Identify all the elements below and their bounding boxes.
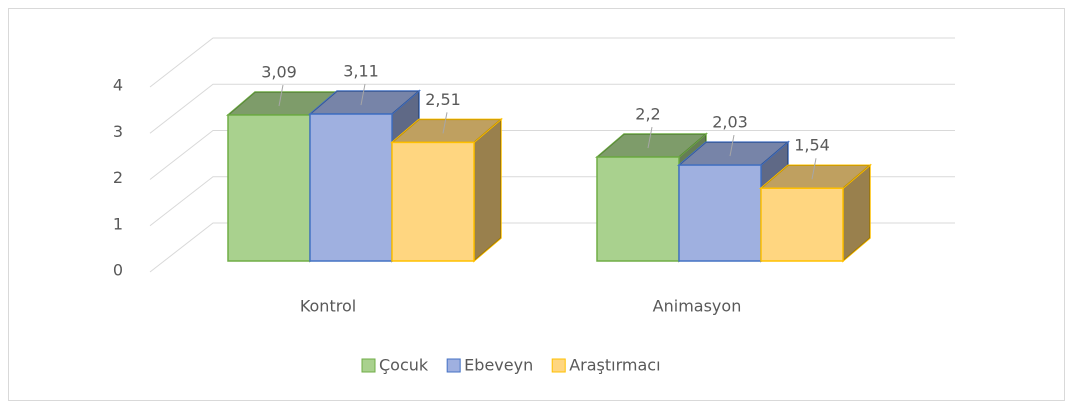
value-label: 2,2	[635, 105, 660, 124]
chart-border	[8, 8, 1065, 401]
y-tick-label: 3	[113, 122, 123, 141]
bar-front	[391, 141, 475, 262]
bar-top-shade	[679, 142, 788, 166]
leader-line	[729, 134, 735, 157]
bar	[389, 117, 504, 263]
legend-label: Araştırmacı	[569, 356, 660, 375]
value-label: 1,54	[794, 136, 830, 155]
grid-line	[149, 37, 955, 88]
bar-top-shade	[228, 91, 337, 115]
bar-top-shade	[310, 91, 419, 115]
bar-side-shade	[474, 119, 501, 261]
y-tick-label: 0	[113, 261, 123, 280]
grid-line	[149, 83, 955, 134]
leader-line	[647, 126, 653, 149]
y-tick-label: 1	[113, 214, 123, 233]
leader-line	[360, 83, 366, 106]
grid-line	[149, 130, 955, 180]
leader-line	[278, 84, 284, 107]
x-tick-label: Kontrol	[300, 297, 356, 316]
leader-line	[811, 158, 817, 180]
bar	[758, 163, 873, 263]
bar-front	[760, 187, 844, 262]
value-label: 2,03	[712, 113, 748, 132]
bar-front	[227, 114, 311, 262]
bar-top-shade	[597, 134, 706, 158]
legend-label: Çocuk	[379, 356, 429, 375]
leader-line	[442, 112, 448, 134]
bar-front	[596, 156, 680, 262]
value-label: 3,11	[343, 62, 379, 81]
bar-front	[309, 113, 393, 262]
bar-top-shade	[761, 165, 870, 189]
y-tick-label: 2	[113, 168, 123, 187]
bar-top-shade	[392, 119, 501, 143]
legend-swatch	[361, 358, 376, 373]
y-tick-label: 4	[113, 76, 123, 95]
bar-front	[678, 164, 762, 262]
value-label: 2,51	[425, 90, 461, 109]
bar-side-shade	[843, 165, 870, 261]
legend-label: Ebeveyn	[464, 356, 533, 375]
legend-swatch	[551, 358, 566, 373]
legend-swatch	[446, 358, 461, 373]
value-label: 3,09	[261, 62, 297, 81]
x-tick-label: Animasyon	[653, 297, 742, 316]
